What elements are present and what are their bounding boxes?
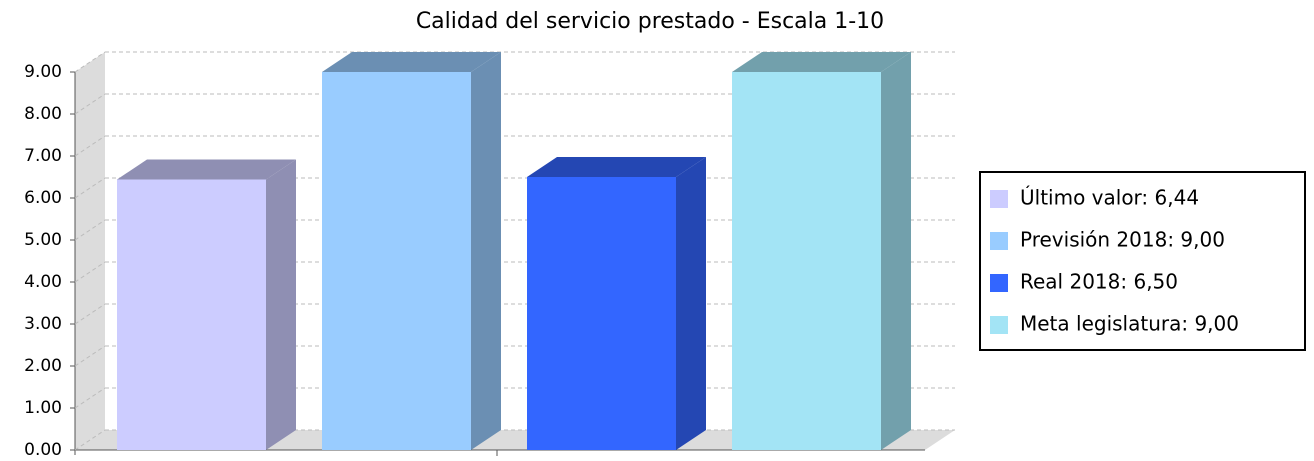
bar: [117, 179, 266, 450]
grid-line-side: [74, 261, 106, 283]
grid-line-side: [74, 219, 106, 241]
y-tick-label: 8.00: [24, 104, 62, 124]
bar-side: [471, 52, 501, 450]
y-tick-label: 3.00: [24, 314, 62, 334]
bar-top: [322, 52, 501, 72]
grid-line-side: [74, 177, 106, 199]
legend-swatch: [990, 316, 1008, 334]
y-tick-label: 1.00: [24, 398, 62, 418]
bar-side: [676, 157, 706, 450]
grid-line-side: [74, 429, 106, 451]
left-wall: [75, 52, 105, 450]
bar-top: [527, 157, 706, 177]
grid-line-side: [74, 387, 106, 409]
bar-top: [117, 159, 296, 180]
legend-label: Previsión 2018: 9,00: [1020, 228, 1225, 252]
bar: [732, 72, 881, 450]
grid-line-side: [74, 51, 106, 73]
legend-label: Último valor: 6,44: [1020, 186, 1199, 210]
legend-label: Meta legislatura: 9,00: [1020, 312, 1239, 336]
legend-label: Real 2018: 6,50: [1020, 270, 1178, 294]
grid-line-side: [74, 303, 106, 325]
bar: [527, 177, 676, 450]
y-tick-label: 6.00: [24, 188, 62, 208]
chart-title: Calidad del servicio prestado - Escala 1…: [416, 9, 884, 34]
legend: [979, 171, 1306, 351]
bar-side: [266, 159, 296, 450]
y-tick-label: 9.00: [24, 62, 62, 82]
y-tick-label: 5.00: [24, 230, 62, 250]
legend-swatch: [990, 274, 1008, 292]
y-tick-label: 2.00: [24, 356, 62, 376]
bar-side: [881, 52, 911, 450]
y-tick-label: 0.00: [24, 440, 62, 460]
grid-line-side: [74, 345, 106, 367]
y-tick-label: 4.00: [24, 272, 62, 292]
legend-swatch: [990, 190, 1008, 208]
grid-line-side: [74, 135, 106, 157]
legend-swatch: [990, 232, 1008, 250]
bar: [322, 72, 471, 450]
grid-line-side: [74, 93, 106, 115]
bar-top: [732, 52, 911, 72]
y-tick-label: 7.00: [24, 146, 62, 166]
